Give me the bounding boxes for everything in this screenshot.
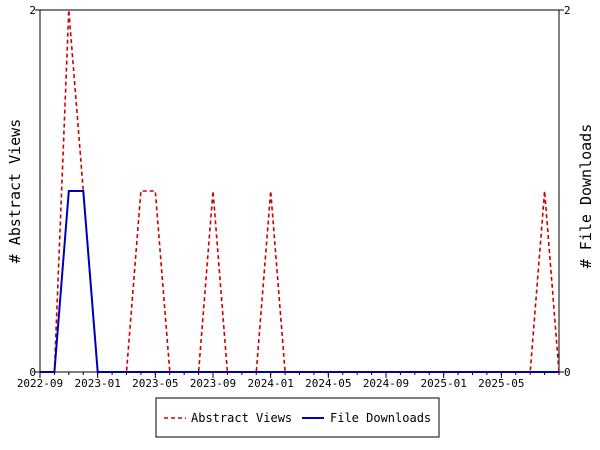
right-y-tick-label: 0 [564, 366, 571, 379]
legend: Abstract Views File Downloads [155, 397, 440, 438]
left-axis-label: # Abstract Views [6, 119, 24, 264]
x-tick-label: 2022-09 [17, 377, 63, 390]
x-tick-label: 2025-01 [420, 377, 466, 390]
x-tick-label: 2024-09 [363, 377, 409, 390]
legend-label-file-downloads: File Downloads [330, 411, 431, 425]
x-tick-label: 2024-05 [305, 377, 351, 390]
legend-label-abstract-views: Abstract Views [191, 411, 292, 425]
x-tick-label: 2023-09 [190, 377, 236, 390]
legend-box [155, 397, 440, 438]
x-tick-label: 2024-01 [247, 377, 293, 390]
axes-layer: 2022-09 2023-01 2023-05 2023-09 2024-01 2024-… [17, 4, 571, 390]
plot-area [39, 9, 560, 373]
left-y-tick-label: 0 [29, 366, 36, 379]
x-tick-label: 2023-01 [74, 377, 120, 390]
left-y-tick-label: 2 [29, 4, 36, 17]
x-tick-label: 2023-05 [132, 377, 178, 390]
right-axis-label: # File Downloads [577, 124, 595, 269]
x-tick-label: 2025-05 [478, 377, 524, 390]
right-y-tick-label: 2 [564, 4, 571, 17]
